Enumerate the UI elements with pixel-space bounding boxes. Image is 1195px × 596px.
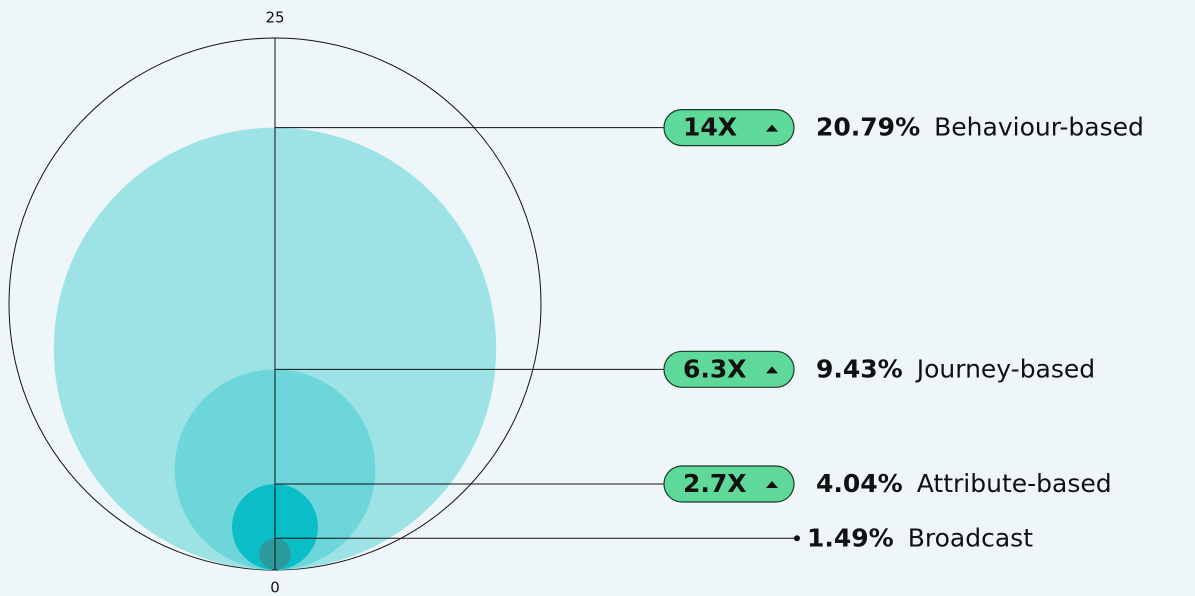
value-label: 4.04% xyxy=(816,469,903,498)
badge xyxy=(663,108,795,147)
multiplier: 6.3X xyxy=(683,354,747,383)
y-tick-label: 0 xyxy=(270,579,280,596)
label: 4.04% Attribute-based xyxy=(816,469,1112,498)
y-tick-label: 25 xyxy=(265,9,284,27)
multiplier: 14X xyxy=(683,113,737,142)
badge xyxy=(663,350,795,388)
up-arrow xyxy=(766,481,778,489)
label: 20.79% Behaviour-based xyxy=(816,113,1144,142)
category-label: Attribute-based xyxy=(917,469,1112,498)
category-label: Behaviour-based xyxy=(934,113,1144,142)
value-label: 1.49% xyxy=(807,523,894,552)
multiplier: 2.7X xyxy=(683,469,747,498)
dot xyxy=(794,535,800,542)
badge xyxy=(663,465,795,503)
value-label: 20.79% xyxy=(816,113,920,142)
category-label: Broadcast xyxy=(908,523,1033,552)
label: 1.49% Broadcast xyxy=(807,523,1033,552)
up-arrow xyxy=(766,366,778,374)
label: 9.43% Journey-based xyxy=(816,354,1095,383)
up-arrow xyxy=(766,124,778,132)
category-label: Journey-based xyxy=(915,354,1095,383)
value-label: 9.43% xyxy=(816,354,903,383)
